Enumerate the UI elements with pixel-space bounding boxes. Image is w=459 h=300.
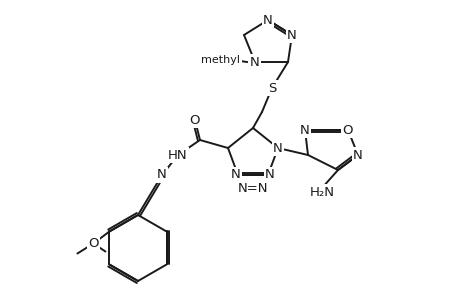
Text: O: O [342,124,353,136]
Text: N: N [264,169,274,182]
Text: N: N [230,169,241,182]
Text: N: N [157,169,167,182]
Text: methyl: methyl [201,55,240,65]
Text: O: O [190,113,200,127]
Text: O: O [88,237,99,250]
Text: N: N [273,142,282,154]
Text: N: N [250,56,259,68]
Text: N: N [299,124,309,136]
Text: N: N [263,14,272,26]
Text: N=N: N=N [237,182,268,194]
Text: S: S [267,82,275,94]
Text: H₂N: H₂N [309,185,334,199]
Text: N: N [286,28,296,41]
Text: HN: HN [168,148,187,161]
Text: N: N [353,148,362,161]
